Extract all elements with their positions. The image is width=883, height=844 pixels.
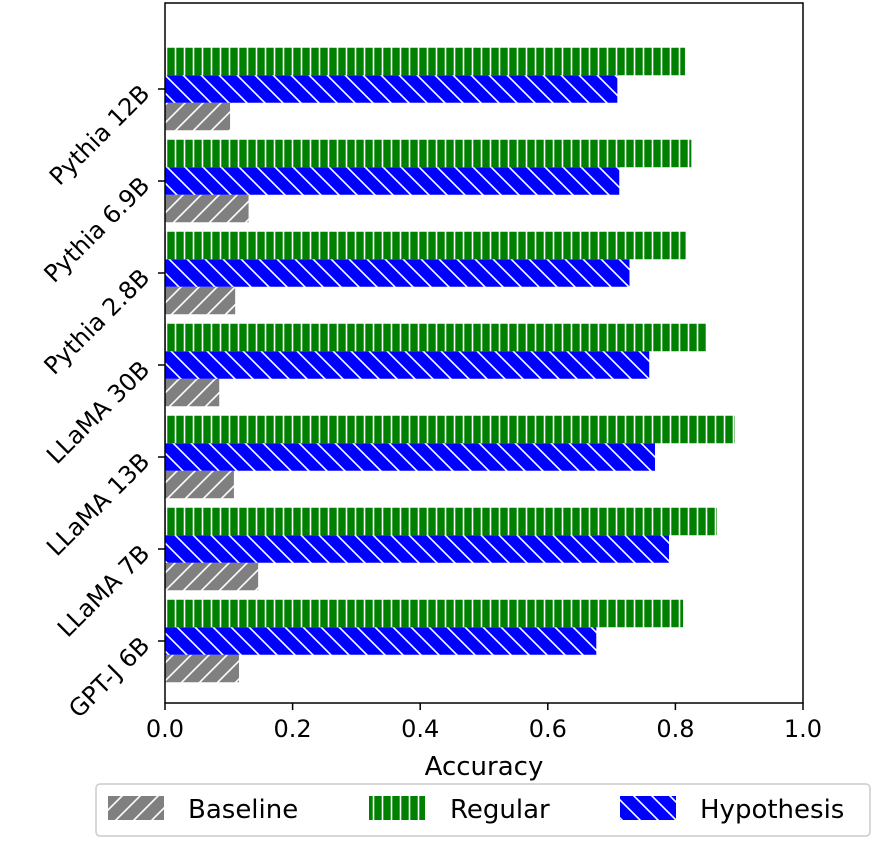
x-tick-label: 0.2 [274,715,312,743]
plot-frame [164,2,804,704]
x-tick-label: 0.0 [146,715,184,743]
x-tick-label: 1.0 [784,715,822,743]
bar-baseline-pythia-2-8b [165,286,236,315]
bar-hypothesis-llama-7b [165,535,670,563]
bar-regular-gpt-j-6b [165,599,684,628]
legend-label-hypothesis: Hypothesis [700,795,844,825]
x-tick-label: 0.4 [401,715,439,743]
bar-hypothesis-pythia-6-9b [165,167,620,195]
bar-baseline-llama-13b [165,470,234,499]
x-axis-title: Accuracy [425,752,544,782]
bar-regular-pythia-2-8b [165,231,686,260]
x-axis: 0.0 0.2 0.4 0.6 0.8 1.0 [146,703,822,743]
y-tick-label: GPT-J 6B [63,631,155,723]
bar-hypothesis-llama-30b [165,351,650,379]
bar-baseline-gpt-j-6b [165,654,240,683]
bar-regular-llama-30b [165,323,707,352]
bar-regular-pythia-12b [165,47,685,76]
legend-label-baseline: Baseline [188,795,298,825]
bar-regular-llama-7b [165,507,717,536]
bar-hypothesis-gpt-j-6b [165,627,597,655]
bar-regular-pythia-6-9b [165,139,692,168]
bar-hypothesis-pythia-12b [165,75,618,103]
bar-baseline-llama-7b [165,562,259,591]
legend-swatch-baseline [108,796,164,820]
bar-baseline-pythia-12b [165,102,231,131]
legend-swatch-regular [369,796,425,820]
bar-regular-llama-13b [165,415,735,444]
bar-hypothesis-llama-13b [165,443,655,471]
bar-baseline-pythia-6-9b [165,194,249,223]
bar-hypothesis-pythia-2-8b [165,259,630,287]
legend-label-regular: Regular [450,795,550,825]
x-tick-label: 0.6 [529,715,567,743]
legend-frame [95,783,871,837]
x-tick-label: 0.8 [656,715,694,743]
y-tick-label: Pythia 12B [44,79,155,190]
bar-baseline-llama-30b [165,378,220,407]
bars-group [165,47,735,683]
legend: Baseline Regular Hypothesis [95,783,871,837]
legend-swatch-hypothesis [620,796,676,820]
